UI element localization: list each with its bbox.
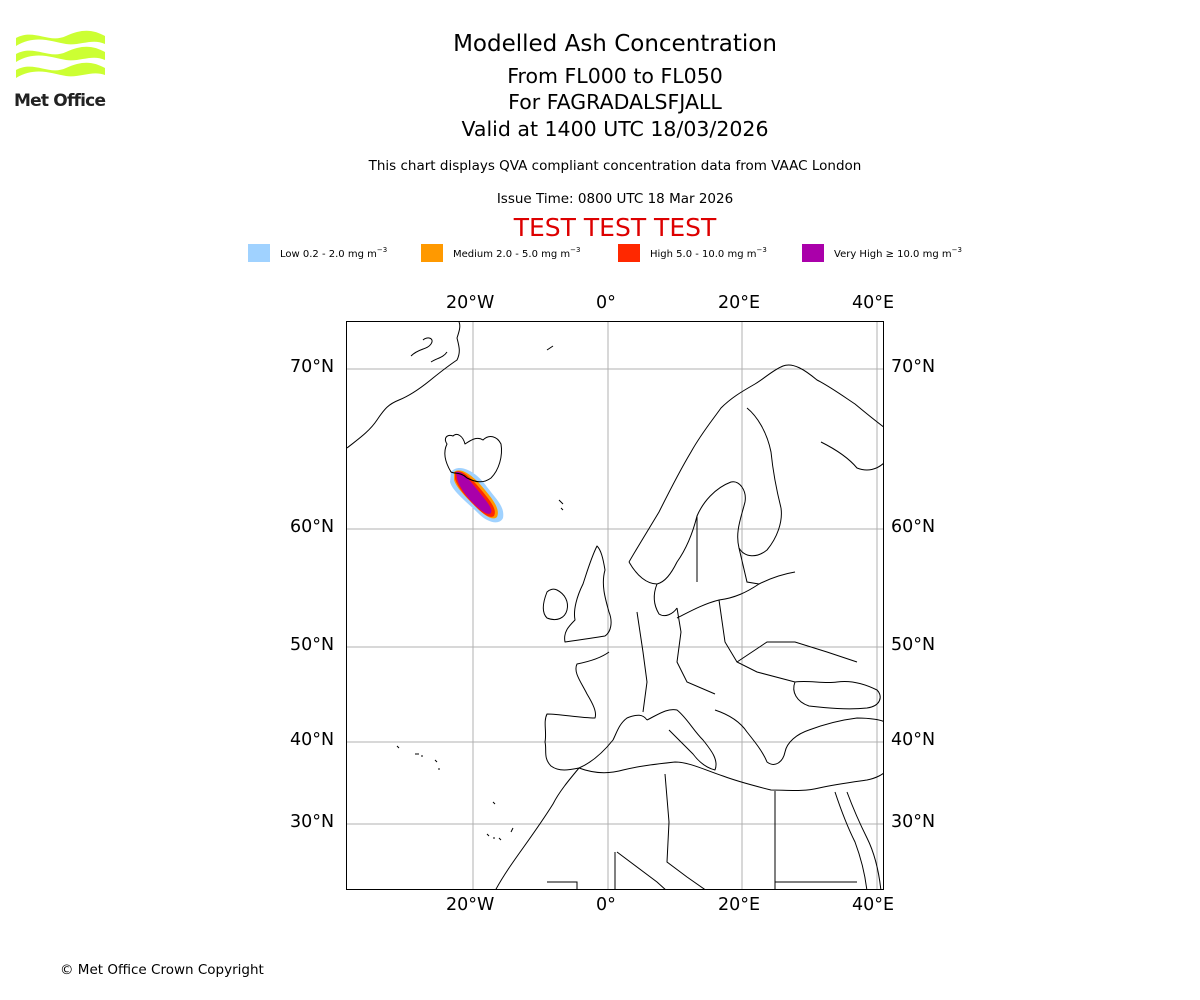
legend-swatch-medium xyxy=(421,244,443,262)
lat-tick-right-50n: 50°N xyxy=(891,635,936,655)
lon-tick-top-0: 0° xyxy=(596,293,616,313)
lat-tick-left-50n: 50°N xyxy=(290,635,335,655)
lat-tick-left-60n: 60°N xyxy=(290,517,335,537)
lon-tick-bottom-20w: 20°W xyxy=(446,895,495,915)
lat-tick-right-70n: 70°N xyxy=(891,357,936,377)
lon-tick-top-40e: 40°E xyxy=(852,293,895,313)
met-office-logo: Met Office xyxy=(14,30,106,112)
legend-item-very-high: Very High ≥ 10.0 mg m−3 xyxy=(802,244,962,262)
legend-item-medium: Medium 2.0 - 5.0 mg m−3 xyxy=(421,244,580,262)
lat-tick-right-30n: 30°N xyxy=(891,812,936,832)
lat-tick-left-70n: 70°N xyxy=(290,357,335,377)
met-office-waves-icon xyxy=(16,30,105,78)
legend-swatch-high xyxy=(618,244,640,262)
lat-tick-right-60n: 60°N xyxy=(891,517,936,537)
ash-map[interactable] xyxy=(346,321,884,890)
legend-swatch-very-high xyxy=(802,244,824,262)
chart-title: Modelled Ash Concentration xyxy=(453,31,777,57)
issue-time: Issue Time: 0800 UTC 18 Mar 2026 xyxy=(496,191,734,207)
lat-tick-left-40n: 40°N xyxy=(290,730,335,750)
map-canvas xyxy=(347,322,883,889)
legend-item-high: High 5.0 - 10.0 mg m−3 xyxy=(618,244,767,262)
lat-tick-left-30n: 30°N xyxy=(290,812,335,832)
test-banner: TEST TEST TEST xyxy=(513,213,717,242)
lon-tick-top-20w: 20°W xyxy=(446,293,495,313)
lon-tick-bottom-40e: 40°E xyxy=(852,895,895,915)
flight-level-range: From FL000 to FL050 xyxy=(507,64,723,88)
lon-tick-bottom-20e: 20°E xyxy=(718,895,761,915)
copyright-notice: © Met Office Crown Copyright xyxy=(60,962,264,978)
chart-description: This chart displays QVA compliant concen… xyxy=(368,158,862,174)
legend-swatch-low xyxy=(248,244,270,262)
graticule xyxy=(347,322,883,889)
valid-time: Valid at 1400 UTC 18/03/2026 xyxy=(461,117,769,141)
legend-label-very-high: Very High ≥ 10.0 mg m xyxy=(834,249,952,260)
ash-plume xyxy=(450,467,504,523)
legend-item-low: Low 0.2 - 2.0 mg m−3 xyxy=(248,244,387,262)
legend-label-low: Low 0.2 - 2.0 mg m xyxy=(280,249,377,260)
legend-label-medium: Medium 2.0 - 5.0 mg m xyxy=(453,249,571,260)
volcano-name: For FAGRADALSFJALL xyxy=(508,90,722,114)
country-borders xyxy=(547,516,858,889)
coastlines xyxy=(347,322,883,889)
met-office-wordmark: Met Office xyxy=(14,91,106,111)
lon-tick-bottom-0: 0° xyxy=(596,895,616,915)
legend-label-high: High 5.0 - 10.0 mg m xyxy=(650,249,757,260)
lat-tick-right-40n: 40°N xyxy=(891,730,936,750)
lon-tick-top-20e: 20°E xyxy=(718,293,761,313)
